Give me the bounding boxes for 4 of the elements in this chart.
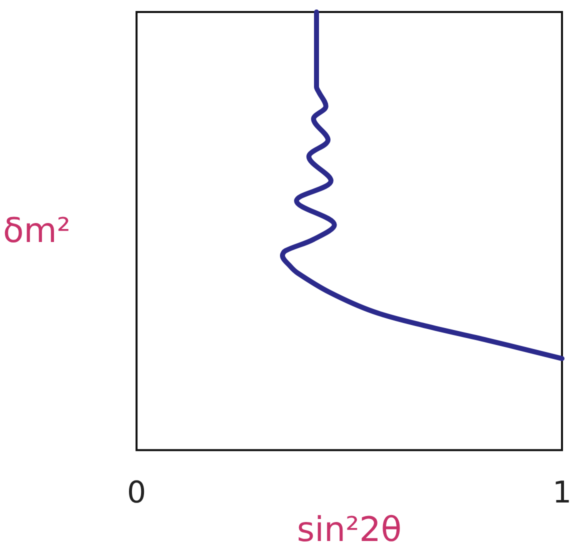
x-axis-title: sin²2θ [296,510,402,550]
x-tick-label: 0 [127,476,146,511]
x-tick-label: 1 [552,476,572,511]
y-axis-title: δm² [2,211,71,252]
